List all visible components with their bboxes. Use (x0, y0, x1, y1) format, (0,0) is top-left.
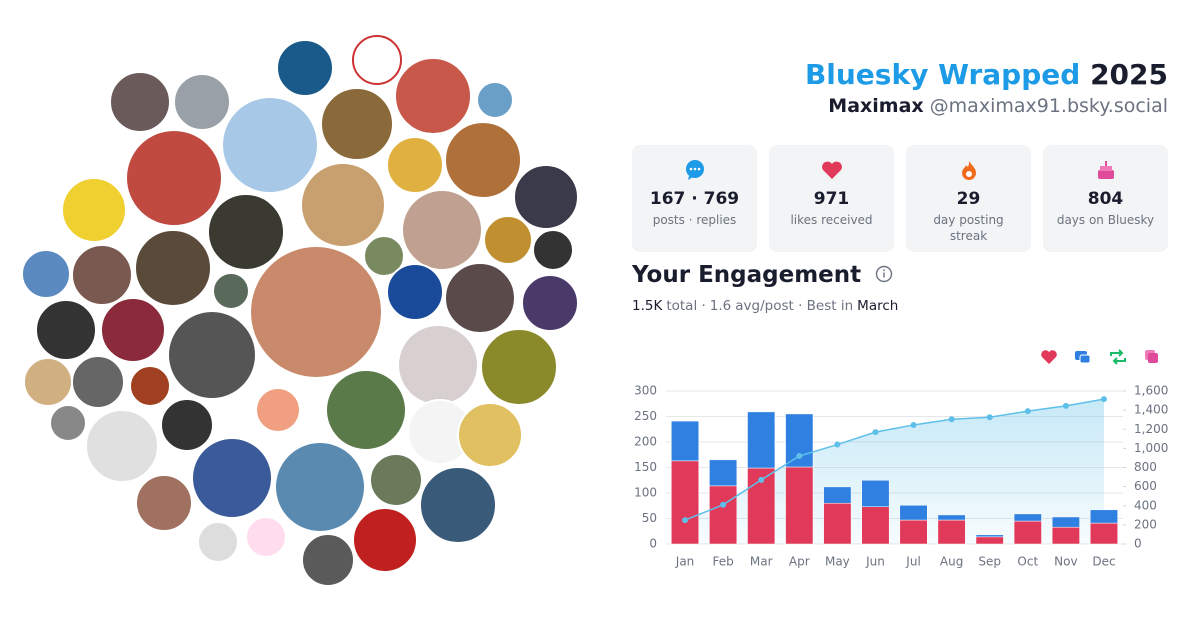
y-tick-label: 200 (634, 435, 657, 449)
line-point (682, 517, 689, 524)
x-tick-label: May (825, 555, 850, 569)
bar (937, 514, 966, 521)
avg-label: avg/post · Best in (735, 298, 854, 314)
y-tick-label: 50 (642, 511, 657, 525)
x-tick-label: Jul (905, 555, 920, 569)
total: 1.5K (632, 298, 663, 314)
bar (975, 534, 1004, 538)
x-tick-label: Feb (713, 555, 734, 569)
handle: @maximax91.bsky.social (929, 95, 1168, 117)
title: Bluesky Wrapped 2025 (805, 58, 1168, 91)
bar (671, 460, 700, 545)
bar (671, 420, 700, 462)
x-tick-label: Jan (675, 555, 695, 569)
bar (937, 519, 966, 545)
bar (709, 459, 738, 487)
y-tick-label: 0 (649, 537, 657, 551)
legend-quotes[interactable] (1145, 350, 1158, 363)
bar (861, 506, 890, 545)
bar (823, 502, 852, 545)
bar (823, 486, 852, 504)
bar (785, 466, 814, 545)
y-tick-label: 100 (634, 486, 657, 500)
legend-replies[interactable] (1075, 351, 1091, 364)
info-icon[interactable] (875, 265, 893, 283)
bar (1089, 509, 1118, 524)
best-month: March (857, 298, 899, 314)
line-point (1100, 396, 1107, 403)
line-point (758, 476, 765, 483)
bar (899, 519, 928, 545)
bar (975, 536, 1004, 545)
y2-tick-label: 1,400 (1134, 403, 1168, 417)
line-point (910, 421, 917, 428)
y2-tick-label: 1,000 (1134, 441, 1168, 455)
stat-card: 971 likes received (769, 145, 894, 252)
y-tick-label: 150 (634, 460, 657, 474)
y2-tick-label: 400 (1134, 498, 1157, 512)
engagement-chart: 0 50 100 150 200 250 300 0 200 400 600 800 1,000 1,20… (634, 384, 1168, 569)
avg: 1.6 (709, 298, 732, 314)
section-title-text: Your Engagement (632, 262, 862, 288)
line-point (986, 414, 993, 421)
line-point (948, 416, 955, 423)
x-tick-label: Jun (865, 555, 885, 569)
x-tick-label: Mar (750, 555, 773, 569)
stat-label: likes received (790, 213, 873, 227)
line-point (872, 429, 879, 436)
bar (1051, 516, 1080, 528)
line-point (720, 501, 727, 508)
x-tick-label: Dec (1092, 555, 1115, 569)
legend-likes[interactable] (1041, 350, 1057, 364)
x-tick-label: Oct (1017, 555, 1038, 569)
line-point (796, 453, 803, 460)
stat-card: 804 days on Bluesky (1043, 145, 1168, 252)
stat-label: day posting streak (933, 213, 1004, 243)
x-tick-label: Apr (789, 555, 810, 569)
bar (709, 485, 738, 545)
stat-value: 971 (813, 189, 850, 209)
bar (899, 504, 928, 521)
y2-tick-label: 1,600 (1134, 384, 1168, 398)
legend-reposts[interactable] (1110, 349, 1126, 365)
bar (1051, 526, 1080, 545)
stat-card: 29 day posting streak (906, 145, 1031, 252)
bar (1089, 522, 1118, 545)
summary: 1.5K total · 1.6 avg/post · Best in March (632, 298, 902, 314)
y2-tick-label: 1,200 (1134, 422, 1168, 436)
stat-value: 167 · 769 (649, 189, 740, 209)
line-point (834, 441, 841, 448)
y-tick-label: 250 (634, 409, 657, 423)
legend (1041, 349, 1158, 365)
bar (785, 413, 814, 468)
y2-tick-label: 0 (1134, 537, 1142, 551)
y-tick-label: 300 (634, 384, 657, 398)
stat-label: posts · replies (652, 213, 737, 227)
y2-tick-label: 800 (1134, 460, 1157, 474)
display-name: Maximax (828, 95, 924, 117)
stat-card: 167 · 769 posts · replies (632, 145, 757, 252)
line-point (1062, 402, 1069, 409)
bar (1013, 513, 1042, 522)
stat-value: 804 (1087, 189, 1124, 209)
user: Maximax @maximax91.bsky.social (828, 95, 1168, 117)
year: 2025 (1090, 58, 1168, 91)
bar (861, 480, 890, 508)
x-tick-label: Sep (978, 555, 1001, 569)
stat-label: days on Bluesky (1056, 213, 1155, 227)
line-point (1024, 408, 1031, 415)
brand: Bluesky Wrapped (804, 58, 1081, 91)
y2-tick-label: 600 (1134, 479, 1157, 493)
x-tick-label: Aug (940, 555, 963, 569)
x-tick-label: Nov (1054, 555, 1077, 569)
avatar-collage (21, 35, 579, 587)
line (684, 398, 1105, 521)
section-title: Your Engagement (632, 262, 893, 288)
stat-value: 29 (956, 189, 981, 209)
bar (1013, 520, 1042, 545)
bar (747, 411, 776, 469)
total-label: total · (666, 298, 706, 314)
y2-tick-label: 200 (1134, 517, 1157, 531)
